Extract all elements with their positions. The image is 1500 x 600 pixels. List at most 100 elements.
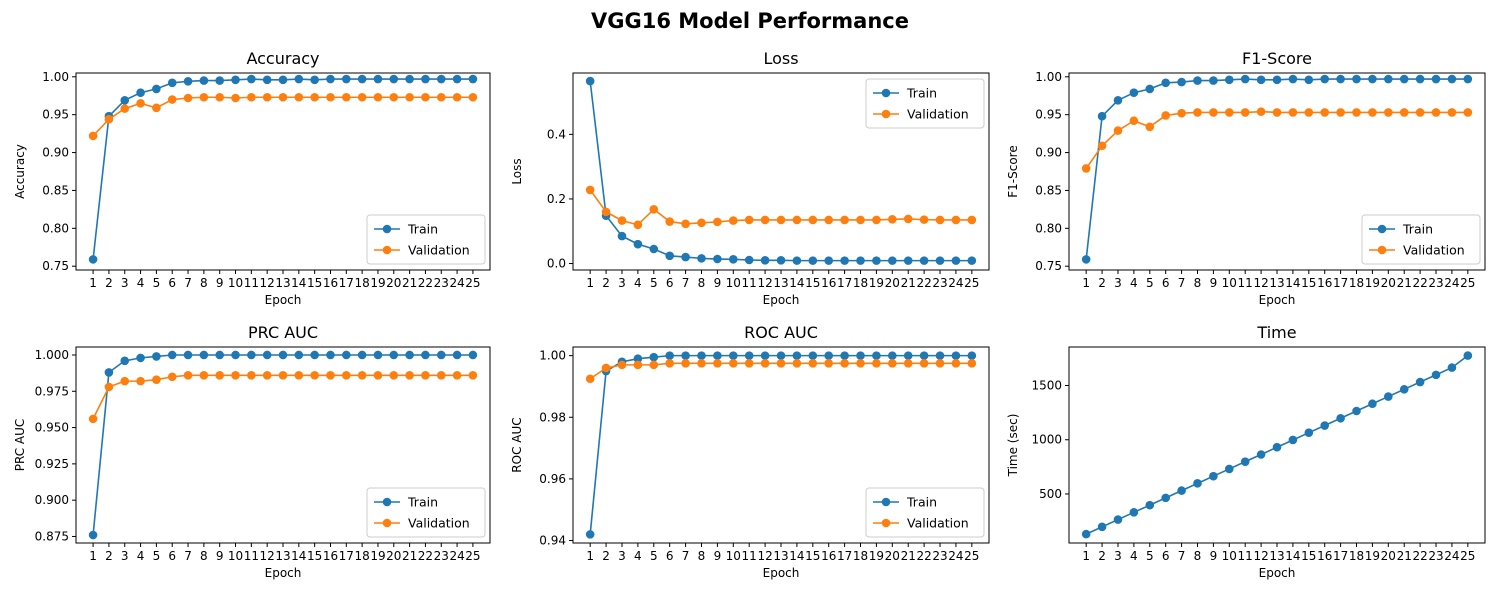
data-point: [1431, 370, 1441, 380]
data-point: [935, 256, 945, 265]
x-tick-label: 7: [1178, 549, 1186, 563]
data-point: [617, 360, 627, 370]
data-point: [1352, 108, 1361, 117]
y-axis-label: Loss: [510, 158, 524, 184]
x-tick-label: 17: [1333, 549, 1348, 563]
x-tick-label: 19: [869, 549, 884, 563]
legend-swatch-marker: [382, 245, 392, 255]
x-tick-label: 2: [105, 276, 113, 290]
data-point: [728, 359, 738, 368]
data-point: [919, 359, 929, 368]
data-point: [120, 104, 130, 113]
x-tick-label: 4: [1130, 549, 1138, 563]
data-point: [421, 74, 430, 84]
x-tick-label: 8: [200, 549, 208, 563]
data-point: [152, 103, 161, 113]
data-point: [744, 215, 754, 225]
x-tick-label: 12: [1253, 276, 1268, 290]
data-point: [919, 351, 929, 360]
data-point: [665, 359, 674, 368]
y-tick-label: 0.94: [539, 534, 566, 548]
data-point: [903, 214, 913, 224]
data-point: [373, 350, 383, 360]
y-tick-label: 0.85: [42, 183, 69, 197]
data-point: [215, 371, 224, 380]
data-point: [935, 351, 945, 360]
data-point: [633, 354, 643, 364]
data-point: [1288, 435, 1298, 445]
data-point: [808, 359, 818, 368]
data-point: [167, 372, 177, 382]
data-point: [1431, 74, 1441, 84]
data-point: [585, 374, 595, 384]
figure-title: VGG16 Model Performance: [591, 9, 909, 33]
data-point: [744, 359, 754, 368]
x-tick-label: 25: [964, 549, 979, 563]
data-point: [183, 371, 193, 380]
data-point: [167, 95, 177, 104]
data-point: [167, 350, 177, 360]
data-point: [436, 74, 446, 84]
x-tick-label: 10: [228, 549, 243, 563]
y-tick-label: 0.90: [42, 146, 69, 160]
data-point: [1447, 108, 1457, 117]
x-tick-label: 16: [323, 276, 338, 290]
data-point: [421, 92, 430, 102]
data-point: [824, 359, 834, 368]
data-point: [935, 359, 945, 368]
legend-label: Validation: [1403, 243, 1465, 258]
data-point: [199, 92, 209, 102]
data-point: [728, 351, 738, 360]
data-point: [231, 350, 240, 360]
x-tick-label: 6: [1162, 549, 1170, 563]
x-tick-label: 11: [244, 276, 259, 290]
x-tick-label: 16: [821, 276, 836, 290]
data-point: [1384, 392, 1393, 401]
data-point: [436, 350, 446, 360]
x-tick-label: 9: [216, 549, 224, 563]
data-point: [120, 376, 130, 386]
x-tick-label: 11: [1238, 276, 1253, 290]
x-tick-label: 2: [602, 549, 610, 563]
x-tick-label: 3: [121, 276, 129, 290]
data-point: [1161, 111, 1170, 120]
data-point: [231, 93, 240, 103]
data-point: [1431, 108, 1441, 117]
data-point: [1304, 75, 1314, 85]
data-point: [1161, 493, 1170, 503]
x-tick-label: 2: [602, 276, 610, 290]
x-tick-label: 25: [465, 276, 480, 290]
x-tick-label: 22: [418, 549, 433, 563]
x-tick-label: 23: [932, 549, 947, 563]
x-tick-label: 14: [1285, 276, 1300, 290]
data-point: [888, 256, 897, 265]
legend-swatch-marker: [881, 109, 891, 119]
legend-label: Validation: [408, 516, 470, 531]
data-point: [405, 350, 414, 360]
data-point: [872, 256, 881, 265]
data-point: [436, 371, 446, 380]
x-tick-label: 8: [200, 276, 208, 290]
legend-box: [865, 487, 985, 538]
y-tick-label: 0.4: [547, 127, 566, 141]
data-point: [1415, 108, 1425, 117]
x-tick-label: 19: [370, 549, 385, 563]
data-point: [617, 216, 627, 225]
x-tick-label: 5: [153, 276, 161, 290]
data-point: [681, 351, 690, 360]
data-point: [421, 350, 430, 360]
x-tick-label: 4: [137, 276, 145, 290]
x-tick-label: 24: [948, 276, 963, 290]
y-tick-label: 0.75: [1035, 259, 1062, 273]
x-tick-label: 7: [184, 549, 192, 563]
x-tick-label: 13: [773, 276, 788, 290]
data-point: [247, 74, 256, 84]
x-tick-label: 21: [901, 276, 916, 290]
data-point: [935, 215, 945, 225]
data-point: [665, 217, 674, 226]
x-tick-label: 13: [275, 549, 290, 563]
data-point: [1193, 108, 1202, 117]
data-point: [342, 350, 351, 360]
